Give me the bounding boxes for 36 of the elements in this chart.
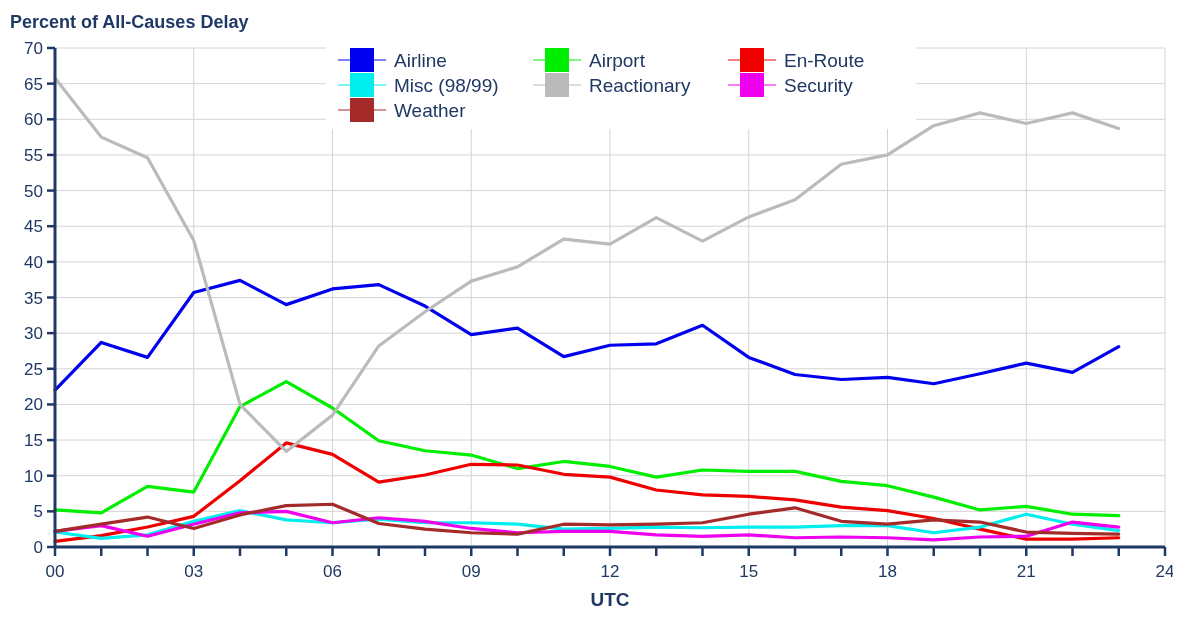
legend-label: Airport (589, 50, 646, 71)
line-series (53, 278, 1121, 392)
x-tick-label: 12 (600, 562, 620, 581)
y-tick-label: 65 (24, 74, 43, 94)
y-tick-label: 35 (24, 288, 43, 308)
x-tick-label: 06 (323, 562, 342, 581)
line-series (53, 441, 1121, 543)
x-tick-label: 09 (461, 562, 481, 581)
x-tick-label: 03 (184, 562, 204, 581)
x-tick-label: 18 (878, 562, 897, 581)
y-tick-label: 20 (24, 395, 43, 415)
y-tick-label: 0 (33, 538, 43, 557)
y-tick-label: 45 (24, 217, 43, 237)
x-tick-label: 00 (45, 562, 65, 581)
x-tick-label: 21 (1016, 562, 1036, 581)
y-tick-label: 50 (24, 181, 43, 201)
y-axis-title: Percent of All-Causes Delay (10, 12, 249, 32)
x-tick-label: 15 (739, 562, 759, 581)
legend-label: Airline (394, 50, 447, 71)
y-tick-label: 15 (24, 431, 43, 451)
legend-label: Security (784, 75, 854, 96)
y-tick-label: 10 (24, 466, 43, 486)
line-series (53, 76, 1121, 454)
legend-label: Reactionary (589, 75, 691, 96)
legend-label: En-Route (784, 50, 865, 71)
y-tick-label: 70 (24, 39, 43, 58)
y-tick-label: 25 (24, 359, 43, 379)
y-tick-label: 5 (33, 502, 43, 522)
y-tick-label: 60 (24, 110, 43, 130)
x-axis-title: UTC (590, 589, 630, 610)
y-tick-label: 40 (24, 252, 43, 272)
y-tick-label: 55 (24, 145, 43, 165)
line-series (53, 502, 1121, 536)
legend-label: Misc (98/99) (394, 75, 499, 96)
y-tick-label: 30 (24, 324, 43, 344)
legend-label: Weather (394, 100, 467, 121)
